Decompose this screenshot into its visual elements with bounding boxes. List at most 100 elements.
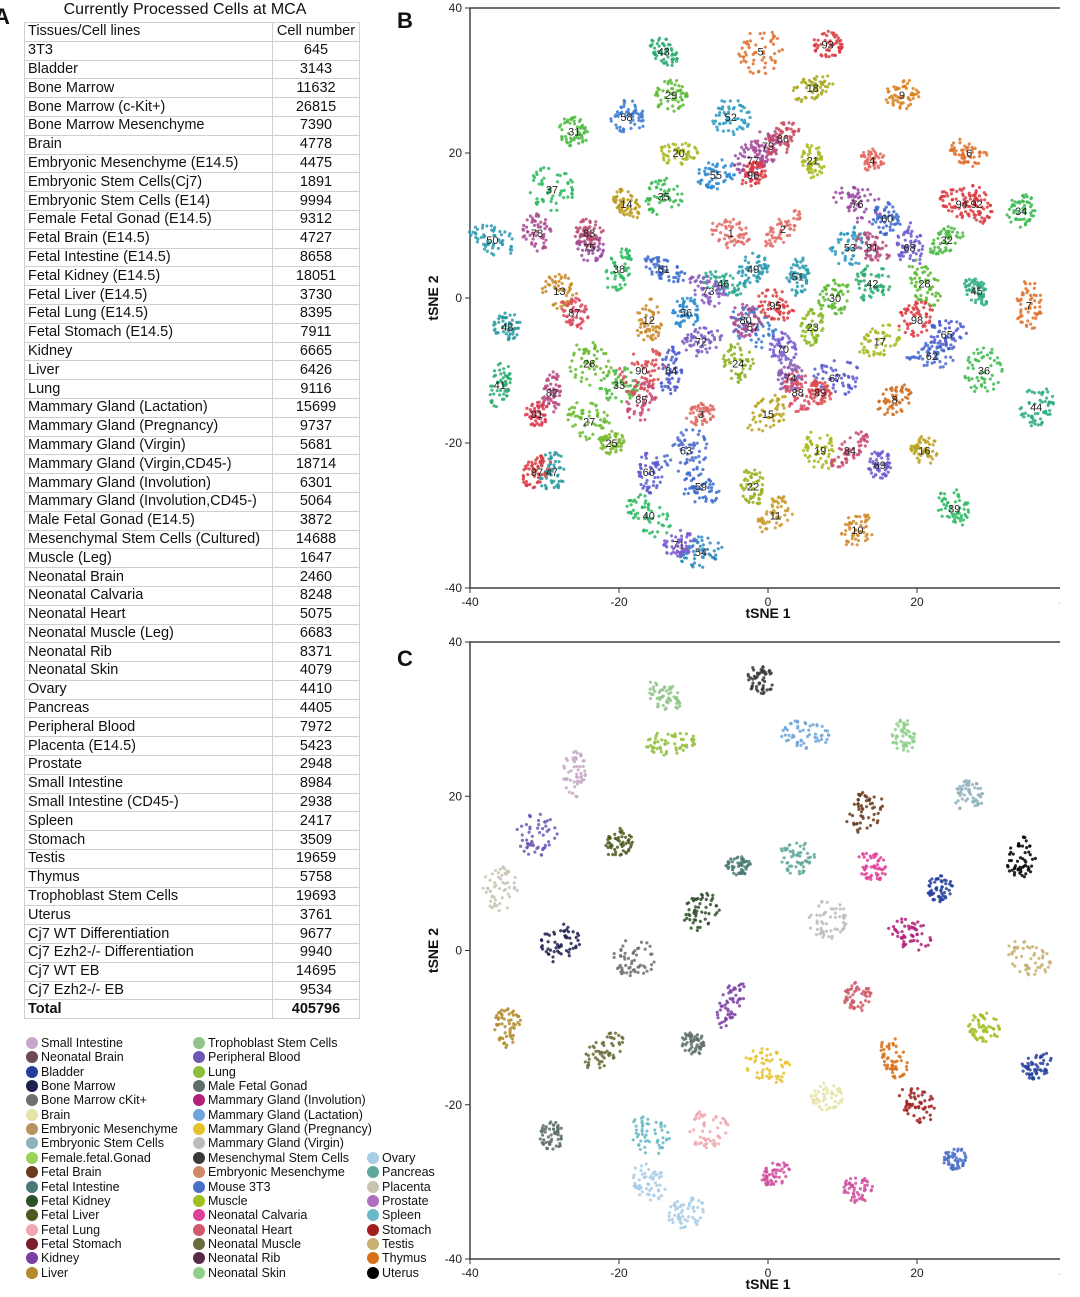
cell-point <box>751 71 755 75</box>
cell-point <box>644 329 648 333</box>
cell-point <box>643 322 647 326</box>
cell-number-cell: 19693 <box>272 886 360 907</box>
cell-point <box>734 240 739 244</box>
cell-point <box>827 448 831 452</box>
legend-label: Fetal Brain <box>41 1165 102 1180</box>
legend-item: Neonatal Brain <box>26 1050 124 1064</box>
cell-number-cell: 14695 <box>272 961 360 982</box>
cell-point <box>821 75 825 79</box>
cell-point <box>1027 305 1032 309</box>
cell-point <box>954 149 958 153</box>
cell-point <box>812 76 816 81</box>
cell-point <box>1028 293 1033 297</box>
tissue-name-cell: Spleen <box>24 811 273 832</box>
cell-point <box>693 422 697 426</box>
cell-point <box>740 228 744 232</box>
legend-item: Muscle <box>193 1194 248 1208</box>
cell-point <box>559 276 563 281</box>
cell-point <box>887 89 891 94</box>
x-tick-label: -20 <box>610 595 628 609</box>
cell-point <box>974 161 978 165</box>
cell-point <box>873 166 877 171</box>
cell-point <box>807 78 811 83</box>
cell-point <box>984 151 988 155</box>
cell-point <box>884 388 888 392</box>
legend-label: Thymus <box>382 1251 427 1266</box>
cell-point <box>711 221 715 225</box>
cell-point <box>558 393 562 398</box>
table-row: Mammary Gland (Pregnancy) 9737 <box>24 416 360 437</box>
cell-number-cell: 4778 <box>272 134 360 155</box>
cell-point <box>883 335 887 339</box>
cell-point <box>717 222 721 226</box>
legend-item: Neonatal Calvaria <box>193 1208 307 1222</box>
tissue-name-cell: Placenta (E14.5) <box>24 736 273 757</box>
cell-point <box>915 92 919 96</box>
cell-number-cell: 3143 <box>272 59 360 80</box>
cell-point <box>732 243 737 247</box>
table-row: Mammary Gland (Virgin) 5681 <box>24 435 360 456</box>
legend-label: Peripheral Blood <box>208 1050 301 1065</box>
cluster-cloud <box>948 137 989 168</box>
cell-number-cell: 6683 <box>272 623 360 644</box>
cell-point <box>803 453 807 457</box>
cell-point <box>800 98 804 102</box>
cell-point <box>750 428 754 432</box>
cell-point <box>764 244 768 248</box>
cell-point <box>764 527 768 531</box>
cell-point <box>611 197 616 202</box>
cell-point <box>738 54 742 58</box>
cell-point <box>881 323 885 328</box>
cell-point <box>696 403 701 408</box>
cell-point <box>745 41 749 46</box>
tissue-name-cell: Cj7 WT Differentiation <box>24 924 273 945</box>
cell-point <box>747 46 751 50</box>
legend-label: Kidney <box>41 1251 80 1266</box>
cell-point <box>850 542 854 546</box>
table-row: Neonatal Heart 5075 <box>24 604 360 625</box>
cell-point <box>731 217 736 221</box>
cell-point <box>777 397 781 402</box>
legend-label: Prostate <box>382 1193 429 1208</box>
cell-point <box>565 300 569 304</box>
cell-point <box>785 234 790 238</box>
cell-point <box>878 406 882 410</box>
cell-point <box>863 513 867 517</box>
cell-point <box>723 220 727 224</box>
cell-point <box>758 419 762 424</box>
cluster-cloud <box>737 30 784 75</box>
cell-point <box>754 404 758 408</box>
cell-point <box>902 383 907 387</box>
cell-number-cell: 6426 <box>272 360 360 381</box>
legend-swatch <box>193 1108 205 1121</box>
cell-point <box>821 463 825 467</box>
cell-point <box>779 228 783 232</box>
cell-point <box>724 243 728 247</box>
tissue-name-cell: Mammary Gland (Virgin) <box>24 435 273 456</box>
cell-point <box>890 386 894 390</box>
cell-point <box>728 220 733 224</box>
tissue-name-cell: Neonatal Muscle (Leg) <box>24 623 273 644</box>
cell-point <box>898 106 902 110</box>
cell-point <box>623 209 627 213</box>
cell-point <box>746 426 750 430</box>
cell-count-table: Tissues/Cell lines Cell number 3T3 645 Bladd… <box>24 22 360 1020</box>
table-row: Cj7 Ezh2-/- EB 9534 <box>24 980 360 1001</box>
legend-item: Lung <box>193 1065 236 1079</box>
cell-number-cell: Cell number <box>272 22 360 42</box>
cell-point <box>912 355 916 359</box>
cell-point <box>649 318 653 323</box>
cell-number-cell: 7390 <box>272 115 360 136</box>
cell-number-cell: 4727 <box>272 228 360 249</box>
cell-point <box>695 408 699 412</box>
cell-point <box>1019 308 1023 312</box>
cell-point <box>938 360 942 364</box>
cell-point <box>751 52 755 56</box>
cell-point <box>775 515 779 519</box>
cell-point <box>802 77 806 81</box>
cell-point <box>626 190 630 194</box>
table-row: Peripheral Blood 7972 <box>24 717 360 738</box>
cell-point <box>1033 281 1037 286</box>
cell-point <box>552 303 556 307</box>
tissue-name-cell: Fetal Brain (E14.5) <box>24 228 273 249</box>
